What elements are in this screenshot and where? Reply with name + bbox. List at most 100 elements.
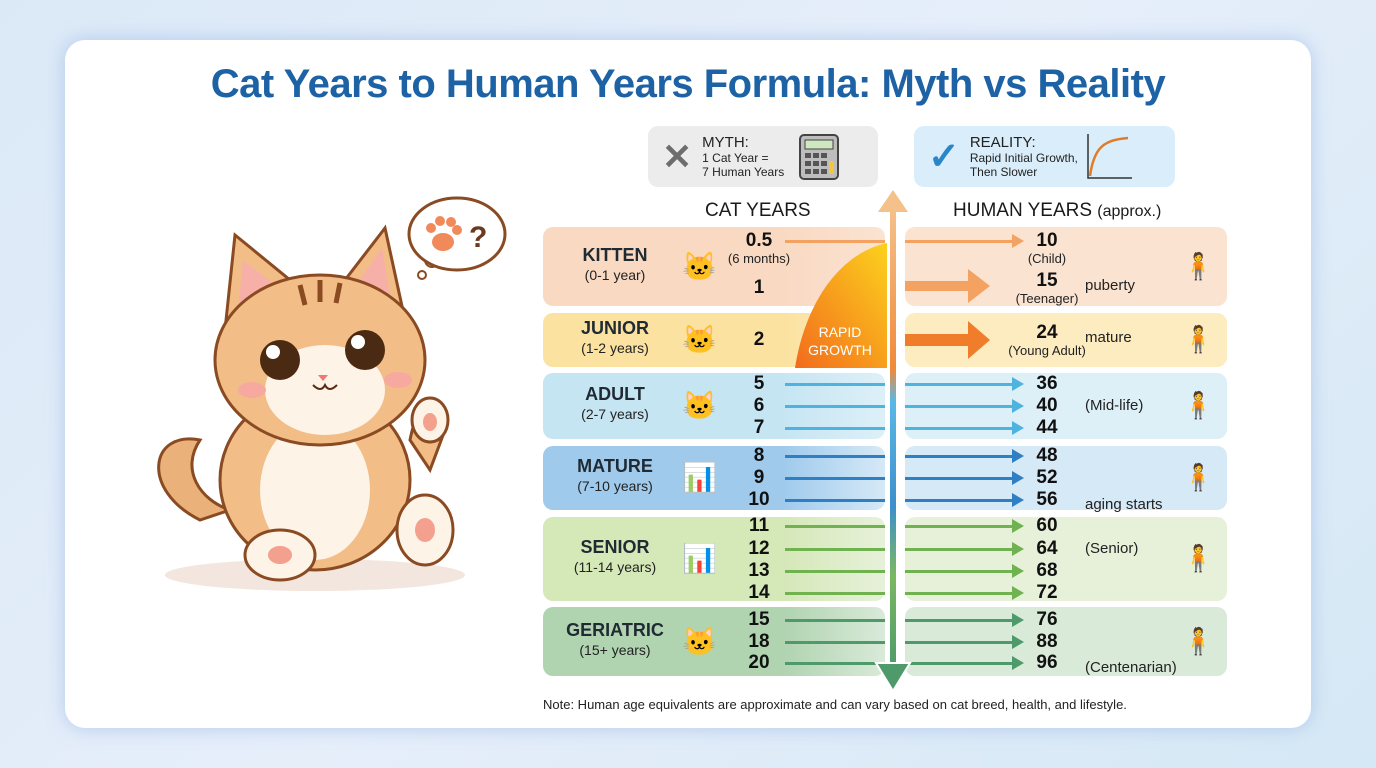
cat-years-value: 7	[753, 417, 765, 438]
cat-years-value: 11	[748, 515, 770, 536]
cat-years-value: 12	[748, 538, 770, 559]
central-timeline-arrow	[874, 190, 912, 693]
stage-range: (0-1 year)	[584, 266, 646, 283]
human-arrow-line	[905, 477, 1017, 480]
human-years-value: 48	[1036, 445, 1058, 466]
arrow-head-icon	[1012, 234, 1024, 248]
myth-text-2: 7 Human Years	[702, 165, 785, 179]
stage-icon-junior: 🐱	[682, 324, 717, 355]
thick-arrow-line	[905, 281, 970, 291]
human-arrow-line	[905, 455, 1017, 458]
calculator-icon	[799, 133, 840, 180]
arrow-head-icon	[1012, 586, 1024, 600]
human-arrow-line	[905, 525, 1017, 528]
arrow-head-icon	[1012, 635, 1024, 649]
cat-years-value: 0.5	[745, 230, 773, 251]
human-arrow-line	[905, 383, 1017, 386]
human-years-value: 15	[1036, 270, 1058, 291]
human-years-value: 10	[1036, 230, 1058, 251]
human-years-value: 52	[1036, 467, 1058, 488]
person-icon: 🧍	[1182, 324, 1215, 354]
cat-arrow-line	[785, 427, 885, 430]
stage-name: SENIOR	[580, 537, 650, 557]
life-stage-note: puberty	[1085, 277, 1136, 294]
cat-arrow-line	[785, 662, 885, 665]
arrow-head-icon	[1012, 377, 1024, 391]
cat-arrow-line	[785, 548, 885, 551]
arrow-head-icon	[1012, 656, 1024, 670]
thick-arrow-head-icon	[968, 321, 990, 359]
cat-years-value: 15	[748, 609, 770, 630]
arrow-head-icon	[1012, 564, 1024, 578]
cat-years-value: 10	[748, 489, 770, 510]
human-arrow-line	[905, 427, 1017, 430]
footnote: Note: Human age equivalents are approxim…	[543, 697, 1127, 712]
human-years-value: 56	[1036, 489, 1058, 510]
stage-range: (15+ years)	[579, 641, 651, 658]
human-years-value: 68	[1036, 560, 1058, 581]
life-stage-note: (Mid-life)	[1085, 397, 1144, 414]
person-icon: 🧍	[1182, 462, 1215, 492]
human-years-sub: (Teenager)	[1015, 291, 1079, 306]
cat-years-value: 5	[753, 373, 765, 394]
arrow-head-icon	[1012, 471, 1024, 485]
human-years-header-suffix: (approx.)	[1097, 203, 1162, 220]
stage-range: (2-7 years)	[581, 406, 649, 422]
person-icon: 🧍	[1182, 390, 1215, 420]
cat-years-value: 18	[748, 631, 770, 652]
arrow-head-icon	[1012, 493, 1024, 507]
human-years-value: 44	[1036, 417, 1058, 438]
check-icon: ✓	[928, 136, 960, 178]
cat-years-value: 1	[753, 277, 765, 298]
stage-name: JUNIOR	[580, 318, 649, 338]
question-mark-icon: ?	[469, 221, 487, 254]
stage-band-senior-cat	[543, 517, 885, 601]
arrow-head-icon	[1012, 542, 1024, 556]
myth-text-1: 1 Cat Year =	[702, 151, 769, 165]
stage-range: (7-10 years)	[577, 478, 653, 494]
stage-band-senior-human	[905, 517, 1227, 601]
human-years-value: 60	[1036, 515, 1058, 536]
cat-years-value: 13	[748, 560, 770, 581]
cat-arrow-line	[785, 240, 885, 243]
cat-years-value: 6	[753, 395, 765, 416]
human-years-value: 64	[1036, 538, 1058, 559]
stage-icon-mature: 📊	[682, 462, 717, 493]
human-arrow-line	[905, 240, 1017, 243]
stage-icon-senior: 📊	[682, 543, 717, 574]
page-title: Cat Years to Human Years Formula: Myth v…	[210, 62, 1166, 106]
paw-icon	[426, 216, 462, 251]
human-arrow-line	[905, 592, 1017, 595]
arrow-head-icon	[1012, 421, 1024, 435]
arrow-head-icon	[1012, 519, 1024, 533]
cat-arrow-line	[785, 455, 885, 458]
person-icon: 🧍	[1182, 543, 1215, 573]
stage-icon-adult: 🐱	[682, 390, 717, 421]
thought-bubble: ?	[407, 196, 507, 272]
human-arrow-line	[905, 641, 1017, 644]
cat-years-value: 8	[753, 445, 765, 466]
human-years-sub: (Young Adult)	[1008, 343, 1086, 358]
human-years-value: 36	[1036, 373, 1058, 394]
arrow-head-icon	[1012, 613, 1024, 627]
cat-arrow-line	[785, 641, 885, 644]
stage-range: (1-2 years)	[581, 340, 649, 356]
arrow-head-icon	[1012, 449, 1024, 463]
human-years-header: HUMAN YEARS (approx.)	[953, 200, 1161, 222]
stage-name: GERIATRIC	[566, 619, 664, 640]
human-years-value: 72	[1036, 582, 1058, 603]
human-arrow-line	[905, 499, 1017, 502]
cat-years-header: CAT YEARS	[705, 200, 811, 221]
human-years-value: 76	[1036, 609, 1058, 630]
myth-box: ✕ MYTH: 1 Cat Year = 7 Human Years	[648, 126, 878, 187]
rapid-growth-line2: GROWTH	[808, 342, 872, 358]
life-stage-note: aging starts	[1085, 496, 1163, 513]
human-arrow-line	[905, 570, 1017, 573]
life-stage-note: (Senior)	[1085, 540, 1139, 557]
cat-years-value: 2	[753, 329, 765, 350]
cat-arrow-line	[785, 477, 885, 480]
human-arrow-line	[905, 405, 1017, 408]
life-stage-note: mature	[1085, 329, 1132, 346]
cat-arrow-line	[785, 525, 885, 528]
reality-text-2: Then Slower	[969, 165, 1038, 179]
